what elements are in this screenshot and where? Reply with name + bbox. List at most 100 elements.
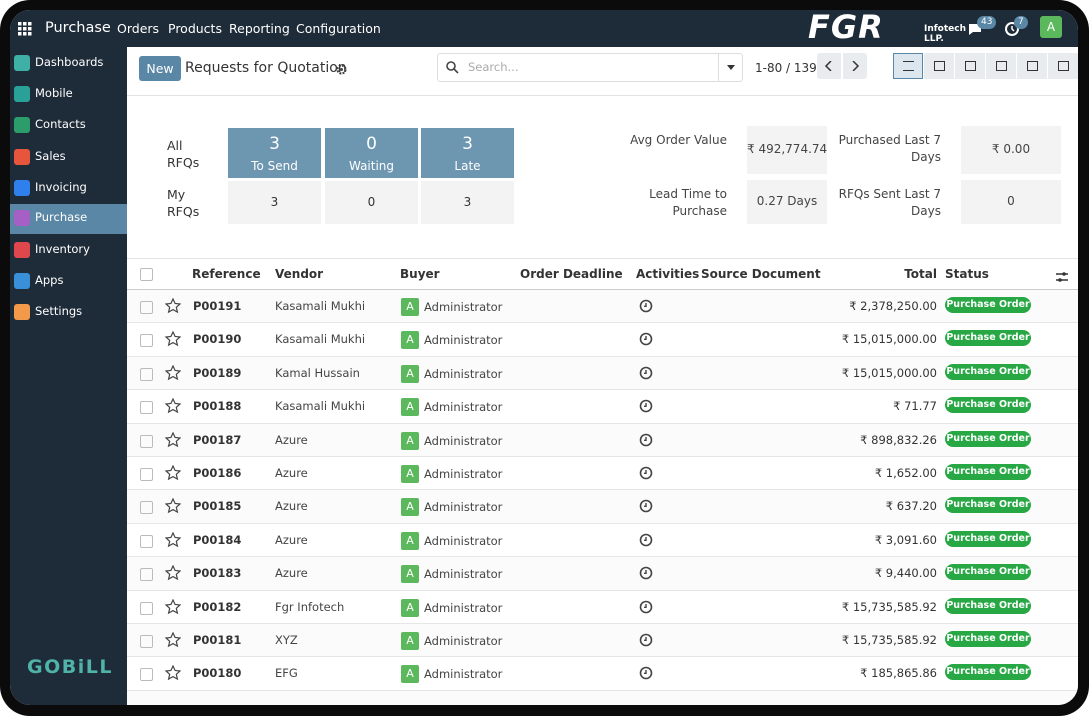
activity-icon[interactable] — [639, 565, 653, 584]
activity-icon[interactable] — [639, 298, 653, 317]
search-box[interactable]: Search... — [437, 53, 743, 82]
activity-icon[interactable] — [639, 498, 653, 517]
rfq-tile[interactable]: 3 To Send — [228, 128, 321, 178]
row-checkbox[interactable] — [140, 501, 153, 515]
column-header[interactable]: Activities — [636, 267, 700, 281]
sidebar-item[interactable]: Contacts — [35, 117, 86, 131]
favorite-star[interactable] — [164, 631, 182, 652]
row-checkbox[interactable] — [140, 301, 153, 314]
menu-item[interactable]: Products — [168, 21, 222, 36]
table-row[interactable]: P00188 Kasamali Mukhi A Administrator ₹ 71.7… — [127, 390, 1078, 424]
favorite-star[interactable] — [164, 464, 182, 485]
view-button[interactable] — [1017, 53, 1047, 79]
row-checkbox[interactable] — [140, 668, 153, 682]
favorite-star[interactable] — [164, 297, 182, 318]
favorite-star[interactable] — [164, 564, 182, 585]
row-checkbox[interactable] — [140, 568, 153, 582]
stat-box[interactable]: ₹ 492,774.74 — [747, 126, 827, 174]
column-header[interactable]: Total — [904, 267, 937, 281]
favorite-star[interactable] — [164, 497, 182, 518]
table-row[interactable]: P00183 Azure A Administrator ₹ 9,440.00 Purch… — [127, 557, 1078, 591]
favorite-star[interactable] — [164, 598, 182, 619]
table-row[interactable]: P00181 XYZ A Administrator ₹ 15,735,585.92 Pu… — [127, 624, 1078, 658]
view-button[interactable] — [924, 53, 954, 79]
activity-icon[interactable] — [639, 532, 653, 551]
menu-item[interactable]: Reporting — [229, 21, 290, 36]
activities-icon[interactable] — [1004, 21, 1020, 37]
view-button[interactable] — [893, 53, 923, 79]
column-header[interactable]: Buyer — [400, 267, 440, 281]
activity-icon[interactable] — [639, 331, 653, 350]
column-header[interactable]: Status — [945, 267, 989, 281]
favorite-star[interactable] — [164, 431, 182, 452]
table-row[interactable]: P00190 Kasamali Mukhi A Administrator ₹ 15,0… — [127, 323, 1078, 357]
column-header[interactable]: Order Deadline — [520, 267, 623, 281]
favorite-star[interactable] — [164, 397, 182, 418]
row-checkbox[interactable] — [140, 534, 153, 548]
table-row[interactable]: P00191 Kasamali Mukhi A Administrator ₹ 2,37… — [127, 290, 1078, 324]
user-avatar[interactable]: A — [1040, 16, 1062, 38]
pager-next[interactable] — [843, 53, 867, 79]
menu-item[interactable]: Configuration — [296, 21, 381, 36]
table-row[interactable]: P00184 Azure A Administrator ₹ 3,091.60 Purch… — [127, 523, 1078, 558]
row-checkbox[interactable] — [140, 468, 153, 481]
new-button[interactable]: New — [139, 56, 181, 81]
favorite-star[interactable] — [164, 531, 182, 552]
status-badge: Purchase Order — [945, 397, 1031, 414]
table-row[interactable]: P00182 Fgr Infotech A Administrator ₹ 15,735… — [127, 590, 1078, 624]
row-checkbox[interactable] — [140, 334, 153, 348]
sidebar-item[interactable]: Invoicing — [35, 180, 87, 194]
view-button[interactable] — [986, 53, 1016, 79]
favorite-star[interactable] — [164, 364, 182, 385]
view-button[interactable] — [1048, 53, 1078, 79]
stat-box[interactable]: 0.27 Days — [747, 180, 827, 224]
row-checkbox[interactable] — [140, 601, 153, 615]
table-row[interactable]: P00189 Kamal Hussain A Administrator ₹ 15,01… — [127, 356, 1078, 391]
column-settings-icon[interactable] — [1056, 268, 1068, 287]
activity-icon[interactable] — [639, 665, 653, 684]
sidebar-item[interactable]: Apps — [35, 273, 64, 287]
buyer: Administrator — [424, 467, 503, 481]
settings-gear-icon[interactable] — [336, 64, 347, 75]
my-rfq-tile[interactable]: 0 — [325, 181, 418, 224]
favorite-star[interactable] — [164, 330, 182, 351]
activity-icon[interactable] — [639, 365, 653, 384]
search-dropdown[interactable] — [718, 54, 743, 81]
column-header[interactable]: Source Document — [701, 267, 821, 281]
view-button[interactable] — [955, 53, 985, 79]
stat-box[interactable]: 0 — [961, 180, 1061, 224]
menu-item[interactable]: Orders — [117, 21, 160, 36]
table-row[interactable]: P00187 Azure A Administrator ₹ 898,832.26 Pur… — [127, 423, 1078, 457]
select-all-checkbox[interactable] — [140, 268, 153, 281]
apps-grid-icon[interactable] — [18, 22, 32, 36]
my-rfq-tile[interactable]: 3 — [421, 181, 514, 224]
table-row[interactable]: P00185 Azure A Administrator ₹ 637.20 Purchas… — [127, 490, 1078, 524]
sidebar-item[interactable]: Dashboards — [35, 55, 104, 69]
rfq-tile[interactable]: 0 Waiting — [325, 128, 418, 178]
sidebar-item[interactable]: Mobile — [35, 86, 73, 100]
activity-icon[interactable] — [639, 432, 653, 451]
total: ₹ 15,015,000.00 — [841, 332, 937, 347]
row-checkbox[interactable] — [140, 401, 153, 415]
row-checkbox[interactable] — [140, 635, 153, 648]
activity-icon[interactable] — [639, 632, 653, 651]
activity-icon[interactable] — [639, 465, 653, 484]
sidebar-item[interactable]: Settings — [35, 304, 83, 318]
row-checkbox[interactable] — [140, 434, 153, 448]
favorite-star[interactable] — [164, 664, 182, 685]
pager-prev[interactable] — [817, 53, 841, 79]
activity-icon[interactable] — [639, 599, 653, 618]
sidebar-item[interactable]: Inventory — [35, 242, 90, 256]
activity-icon[interactable] — [639, 398, 653, 417]
rfq-tile[interactable]: 3 Late — [421, 128, 514, 178]
my-rfq-tile[interactable]: 3 — [228, 181, 321, 224]
sidebar-item[interactable]: Purchase — [35, 210, 88, 224]
row-checkbox[interactable] — [140, 367, 153, 381]
column-header[interactable]: Vendor — [275, 267, 324, 281]
table-row[interactable]: P00180 EFG A Administrator ₹ 185,865.86 Purch… — [127, 657, 1078, 691]
column-header[interactable]: Reference — [192, 267, 261, 281]
stat-box[interactable]: ₹ 0.00 — [961, 126, 1061, 174]
sidebar-item[interactable]: Sales — [35, 149, 66, 163]
table-row[interactable]: P00186 Azure A Administrator ₹ 1,652.00 Purch… — [127, 457, 1078, 491]
app-name[interactable]: Purchase — [45, 20, 111, 36]
